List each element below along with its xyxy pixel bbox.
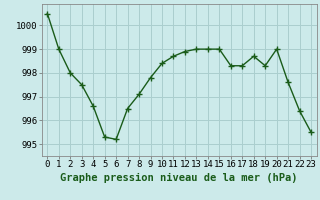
X-axis label: Graphe pression niveau de la mer (hPa): Graphe pression niveau de la mer (hPa) [60,173,298,183]
